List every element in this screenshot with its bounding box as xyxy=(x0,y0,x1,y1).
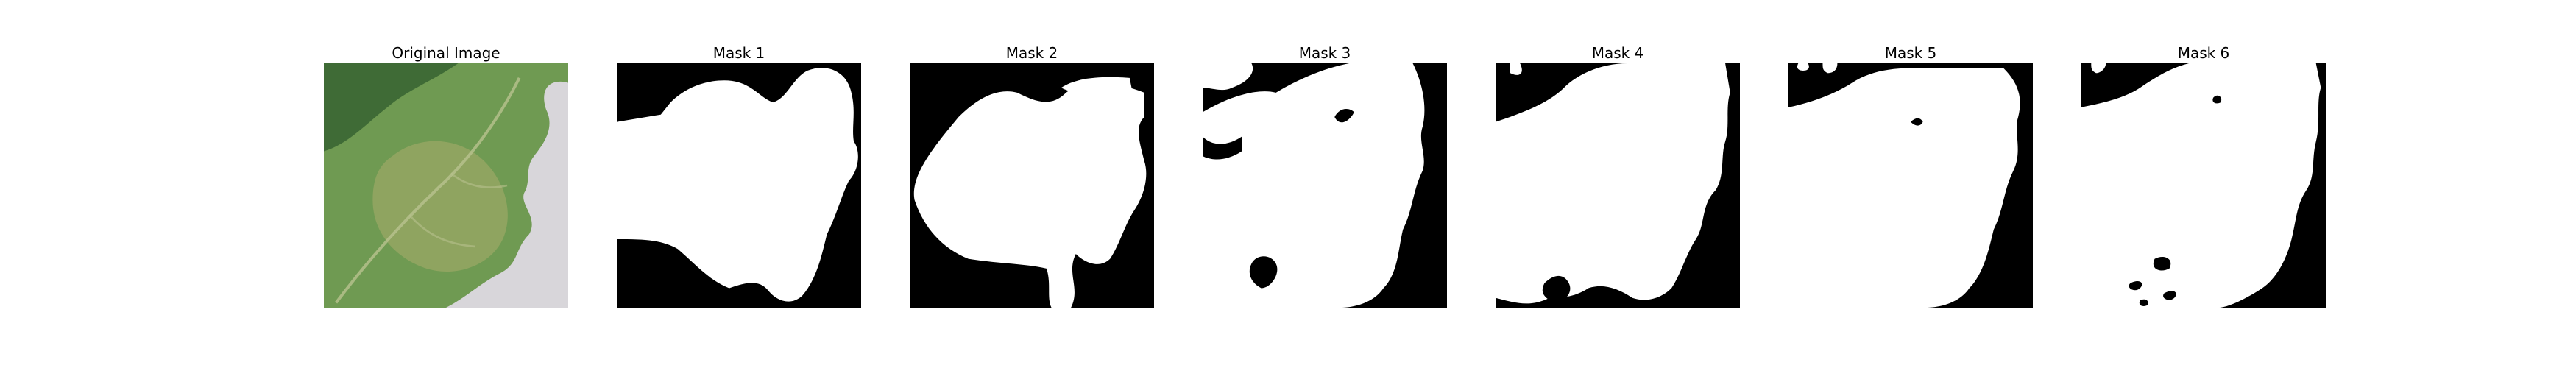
mask-hole xyxy=(2153,256,2171,271)
mask-6 xyxy=(2081,63,2326,308)
mask-hole xyxy=(1911,118,1923,126)
mask-6-title: Mask 6 xyxy=(2177,44,2230,62)
mask-hole xyxy=(2129,281,2142,291)
mask-region xyxy=(617,68,858,302)
mask-fragment xyxy=(1510,63,1522,75)
mask-fragment xyxy=(1203,63,1253,91)
mask-hole xyxy=(1249,256,1278,289)
mask-hole xyxy=(2163,291,2176,300)
mask-4-title: Mask 4 xyxy=(1591,44,1644,62)
mask-region xyxy=(1203,63,1425,308)
mask-3 xyxy=(1203,63,1447,308)
lesion-area xyxy=(372,141,508,272)
mask-2-title: Mask 2 xyxy=(1005,44,1058,62)
mask-5 xyxy=(1788,63,2033,308)
mask-2 xyxy=(910,63,1154,308)
mask-1-title: Mask 1 xyxy=(712,44,765,62)
mask-hole xyxy=(1334,109,1354,123)
mask-3-title: Mask 3 xyxy=(1298,44,1351,62)
leaf-photo xyxy=(324,63,568,308)
mask-fragment xyxy=(1822,63,1838,74)
mask-1-image xyxy=(617,63,861,308)
leaf-dark-region xyxy=(324,63,459,152)
mask-2-image xyxy=(910,63,1154,308)
mask-6-image xyxy=(2081,63,2326,308)
mask-region xyxy=(1496,63,1730,304)
mask-hole xyxy=(1203,136,1242,160)
mask-region xyxy=(2081,63,2321,308)
mask-4 xyxy=(1496,63,1740,308)
original-image-title: Original Image xyxy=(392,44,500,62)
leaf-vein-side xyxy=(450,172,508,188)
mask-4-image xyxy=(1496,63,1740,308)
leaf-vein-side xyxy=(408,213,475,248)
mask-region xyxy=(1788,68,2020,308)
mask-hole xyxy=(1542,275,1571,303)
mask-fragment xyxy=(1061,77,1133,95)
mask-hole xyxy=(2139,299,2148,306)
mask-hole xyxy=(2212,95,2222,104)
original-image xyxy=(324,63,568,308)
mask-region xyxy=(913,83,1147,308)
mask-fragment xyxy=(2091,63,2106,74)
mask-5-image xyxy=(1788,63,2033,308)
mask-fragment xyxy=(1797,63,1809,71)
mask-3-image xyxy=(1203,63,1447,308)
mask-5-title: Mask 5 xyxy=(1884,44,1937,62)
leaf-vein-main xyxy=(335,77,521,304)
mask-1 xyxy=(617,63,861,308)
